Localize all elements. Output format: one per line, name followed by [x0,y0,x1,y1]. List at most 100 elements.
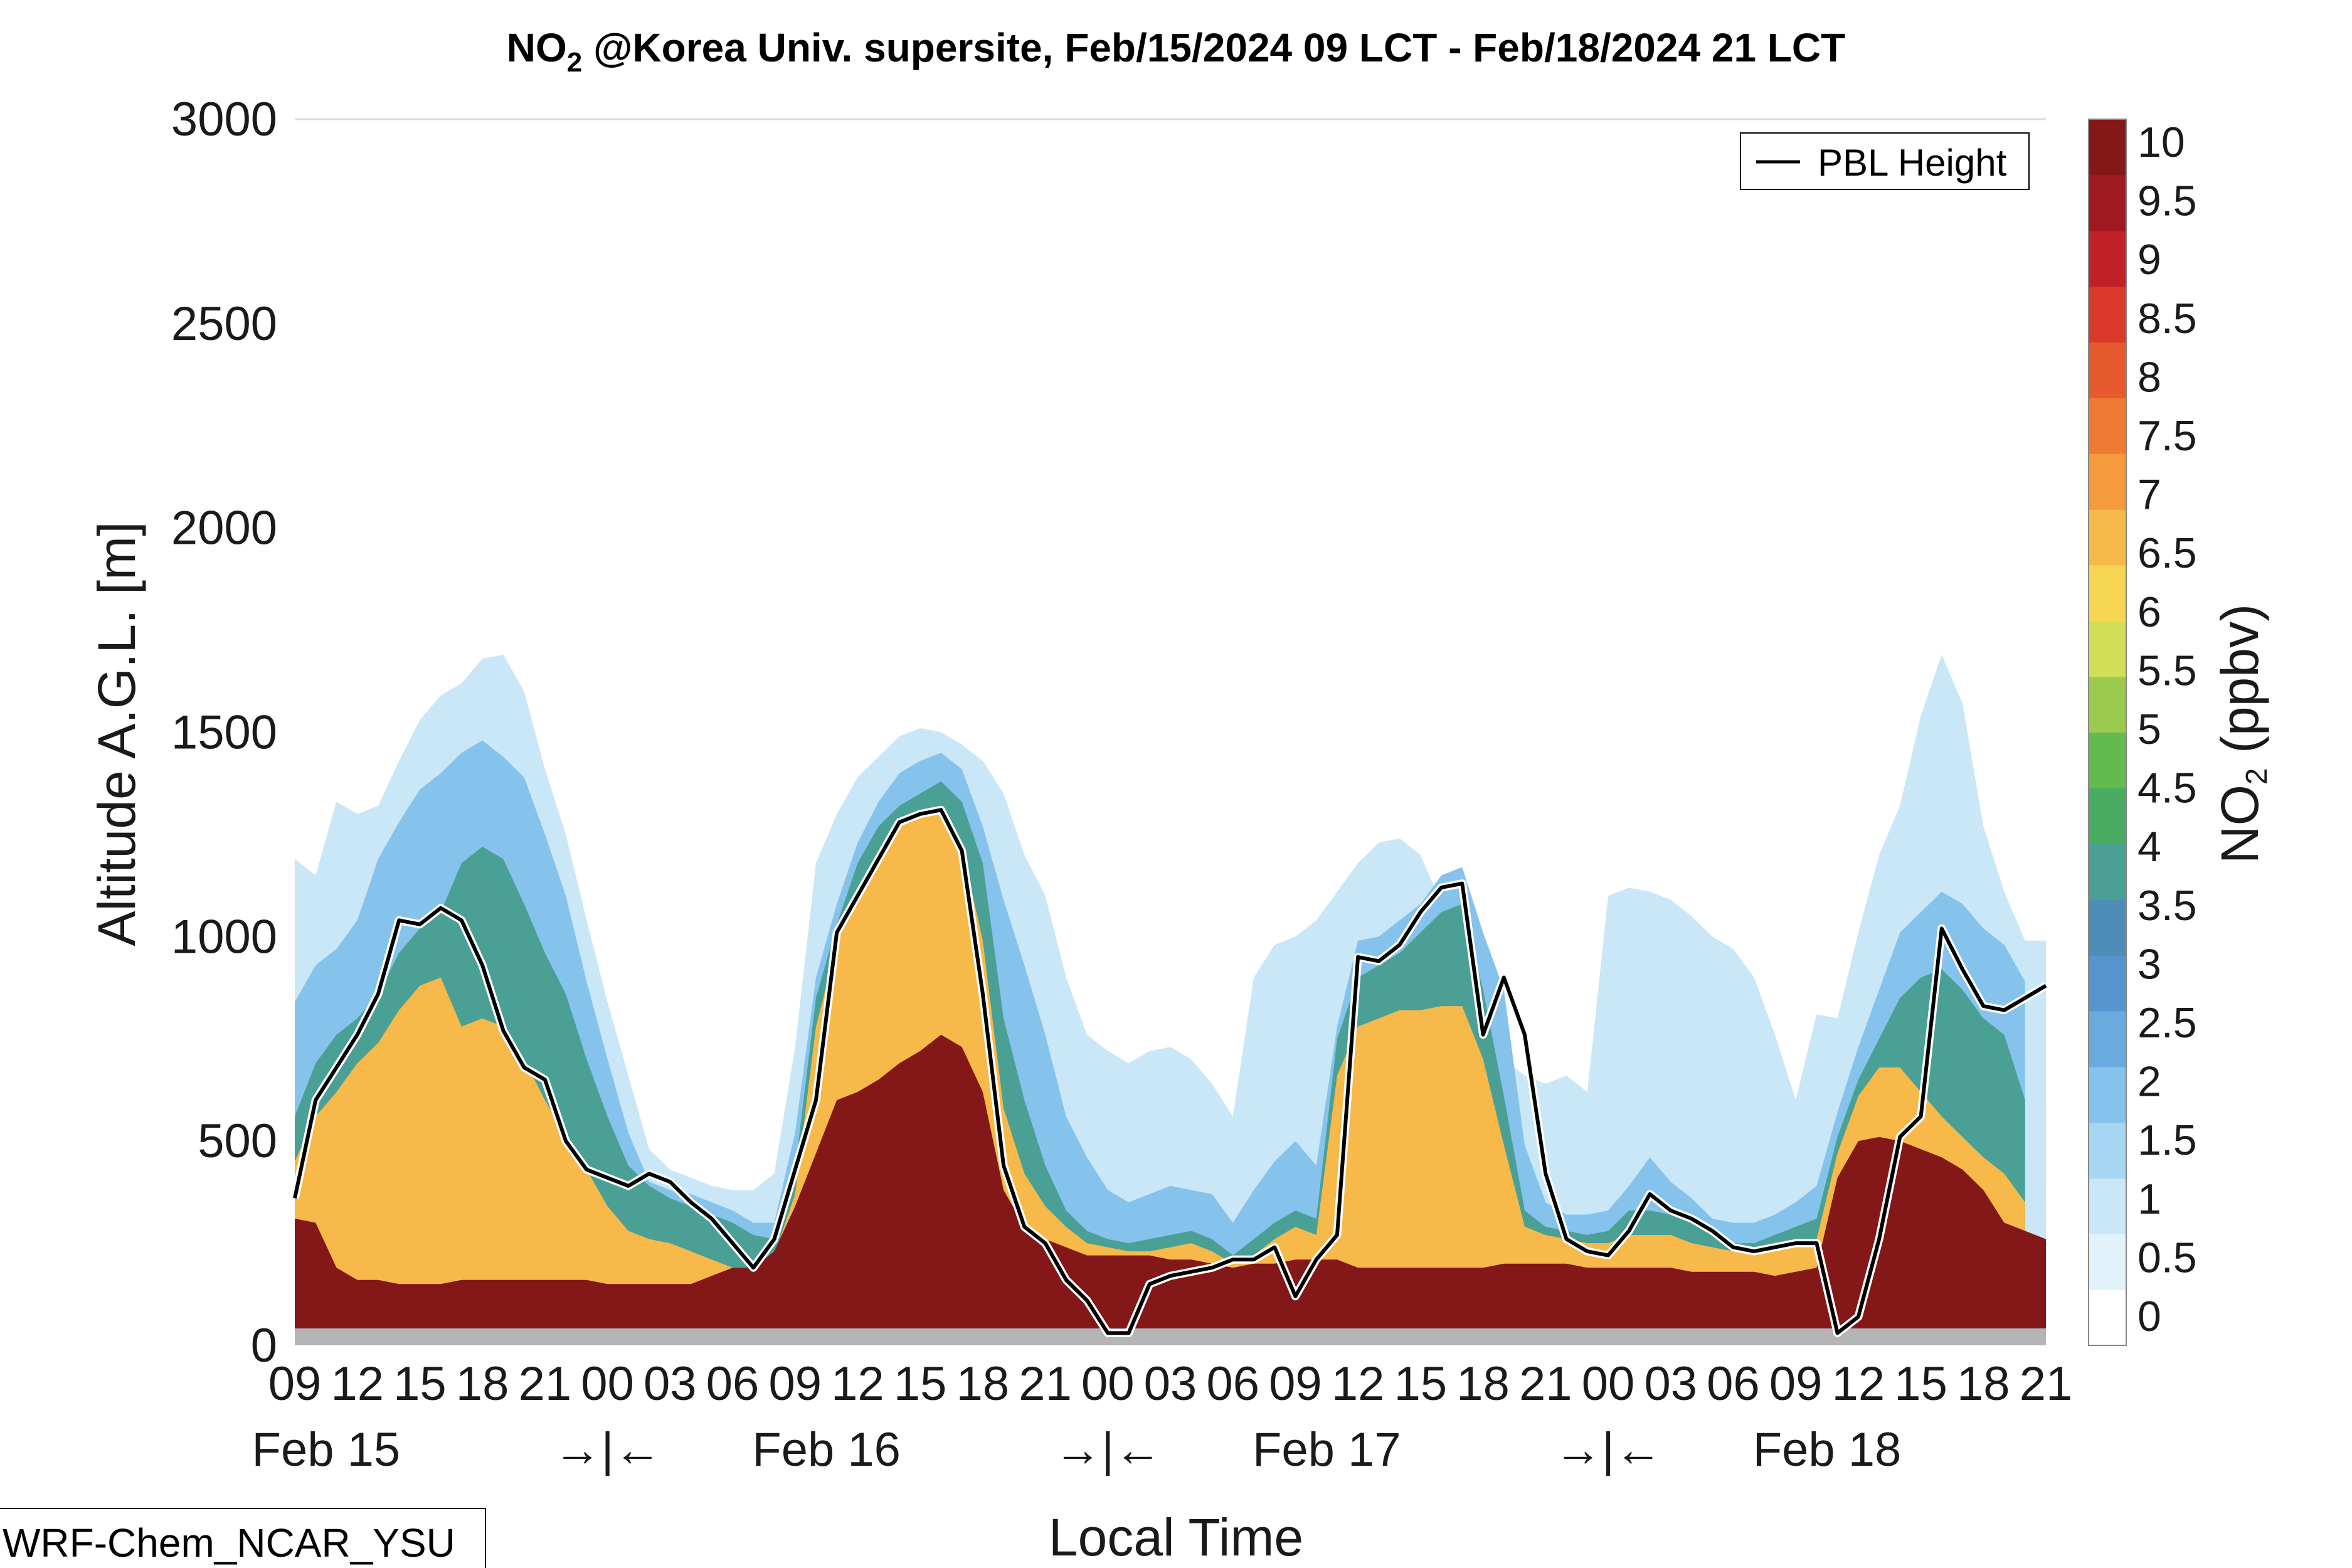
model-label-box [0,1508,486,1568]
x-axis-ticks: 09 12 15 18 21 00 03 06 09 12 15 18 21 00 03 06 09 12 15 18… [268,1357,2073,1411]
x-night-marker: →|← [1054,1423,1162,1476]
surface-band [295,1328,2046,1345]
colorbar-segment [2089,286,2126,343]
y-tick-label: 3000 [171,93,277,146]
model-label: WRF-Chem_NCAR_YSU [0,1508,486,1568]
x-tick-label: 09 [768,1357,822,1411]
colorbar-tick-labels: 0 0.5 1 1.5 2 2.5 3 3.5 4 4.5 5 5.5 6 6.5 7 7.5 8 8.5 9 9.5… [2137,119,2197,1340]
x-tick-label: 00 [1081,1357,1135,1411]
colorbar-segment [2089,899,2126,956]
colorbar [2088,119,2127,1346]
colorbar-tick-label: 1 [2137,1175,2161,1223]
colorbar-tick-label: 3 [2137,940,2161,988]
surface-band-layer [295,1328,2046,1345]
legend-pbl-label: PBL Height [1818,142,2007,184]
colorbar-segment [2089,844,2126,900]
y-tick-label: 1500 [171,706,277,760]
colorbar-label-suffix: (ppbv) [2210,604,2269,768]
x-tick-label: 21 [519,1357,572,1411]
colorbar-segment [2089,342,2126,398]
x-tick-label: 12 [1832,1357,1885,1411]
colorbar-tick-label: 9.5 [2137,177,2197,225]
x-tick-label: 12 [1332,1357,1385,1411]
x-tick-label: 18 [456,1357,509,1411]
x-tick-label: 06 [1206,1357,1259,1411]
y-tick-label: 0 [251,1319,277,1372]
colorbar-tick-label: 7 [2137,471,2161,519]
x-day-label: Feb 17 [1253,1423,1401,1476]
x-night-marker: →|← [1554,1423,1662,1476]
x-tick-label: 00 [1582,1357,1635,1411]
colorbar-tick-label: 9 [2137,236,2161,283]
x-tick-label: 21 [1019,1357,1072,1411]
x-tick-label: 03 [644,1357,697,1411]
colorbar-segment [2089,788,2126,844]
colorbar-segment [2089,230,2126,287]
x-tick-label: 21 [2020,1357,2073,1411]
x-axis-night-markers: →|← →|← →|← [554,1423,1662,1476]
colorbar-segment [2089,955,2126,1012]
colorbar-tick-label: 8 [2137,353,2161,401]
colorbar-label-prefix: NO [2210,785,2269,864]
x-tick-label: 09 [268,1357,322,1411]
colorbar-frame [2088,119,2127,1346]
x-tick-label: 21 [1519,1357,1572,1411]
x-tick-label: 00 [581,1357,634,1411]
y-tick-label: 2500 [171,297,277,351]
contour-band-0-5 [295,654,2046,1345]
colorbar-tick-label: 2.5 [2137,999,2197,1047]
contour-band-10 [295,1034,2046,1345]
colorbar-segment [2089,398,2126,454]
x-tick-label: 12 [331,1357,384,1411]
colorbar-tick-label: 10 [2137,119,2185,166]
x-axis-label: Local Time [1049,1508,1303,1567]
x-day-label: Feb 18 [1753,1423,1902,1476]
colorbar-segment [2089,1178,2126,1234]
x-tick-label: 15 [1894,1357,1947,1411]
colorbar-label-subscript: 2 [2240,768,2274,785]
colorbar-tick-label: 4.5 [2137,765,2197,812]
colorbar-segment [2089,1290,2126,1346]
colorbar-tick-label: 1.5 [2137,1116,2197,1164]
colorbar-tick-label: 6 [2137,588,2161,636]
pbl-height-line [293,808,2047,1335]
x-tick-label: 15 [393,1357,447,1411]
colorbar-tick-label: 8.5 [2137,295,2197,342]
x-tick-label: 06 [1707,1357,1760,1411]
contour-layer [295,654,2046,1345]
colorbar-segment [2089,732,2126,788]
colorbar-segment [2089,1234,2126,1290]
x-tick-label: 15 [894,1357,947,1411]
y-tick-label: 2000 [171,502,277,555]
colorbar-segment [2089,676,2126,733]
pbl-height-layer [290,805,2048,1337]
colorbar-segment [2089,1122,2126,1179]
colorbar-tick-label: 0.5 [2137,1234,2197,1281]
title-subscript: 2 [567,47,582,78]
colorbar-tick-label: 5.5 [2137,647,2197,694]
x-tick-label: 06 [706,1357,760,1411]
y-tick-label: 500 [198,1115,277,1168]
title-prefix: NO [507,25,567,70]
legend: PBL Height [1740,132,2030,190]
title-suffix: @Korea Univ. supersite, Feb/15/2024 09 L… [582,25,1845,70]
colorbar-segment [2089,1010,2126,1067]
colorbar-segment [2089,119,2126,176]
x-night-marker: →|← [554,1423,662,1476]
x-day-label: Feb 16 [752,1423,901,1476]
colorbar-tick-label: 3.5 [2137,882,2197,930]
x-tick-label: 09 [1769,1357,1823,1411]
x-tick-label: 09 [1269,1357,1322,1411]
colorbar-tick-label: 7.5 [2137,412,2197,460]
chart-title: NO2 @Korea Univ. supersite, Feb/15/2024 … [507,25,1845,78]
colorbar-segment [2089,564,2126,622]
x-tick-label: 03 [1144,1357,1197,1411]
colorbar-tick-label: 6.5 [2137,529,2197,577]
colorbar-tick-label: 2 [2137,1058,2161,1106]
colorbar-tick-label: 4 [2137,823,2161,871]
colorbar-tick-label: 5 [2137,706,2161,753]
y-axis-ticks: 0 500 1000 1500 2000 2500 3000 [171,93,277,1372]
colorbar-tick-label: 0 [2137,1293,2161,1340]
colorbar-label: NO2 (ppbv) [2210,604,2274,864]
y-axis-label: Altitude A.G.L. [m] [87,522,146,946]
